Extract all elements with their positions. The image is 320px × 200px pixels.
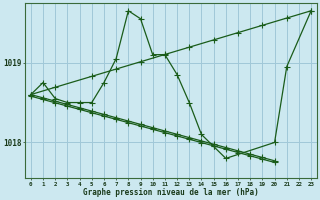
X-axis label: Graphe pression niveau de la mer (hPa): Graphe pression niveau de la mer (hPa) <box>83 188 259 197</box>
